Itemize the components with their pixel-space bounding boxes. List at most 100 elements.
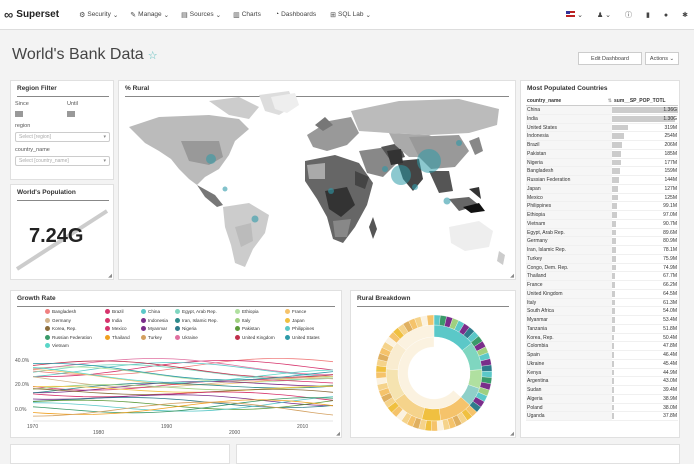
menu-sources[interactable]: ▤ Sources ⌄ xyxy=(181,11,221,19)
menu-label: Security xyxy=(87,11,111,18)
sunburst-core-arc[interactable] xyxy=(397,336,462,410)
edit-dashboard-button[interactable]: Edit Dashboard xyxy=(578,52,642,65)
legend-item[interactable]: Vietnam xyxy=(45,343,69,348)
legend-item[interactable]: Russian Federation xyxy=(45,334,92,340)
until-picker[interactable] xyxy=(67,111,75,117)
sunburst-outer-arc[interactable] xyxy=(431,420,438,432)
map-bubble xyxy=(417,149,441,173)
growth-rate-panel: Growth Rate Bangladesh Brazil China Egypt, … xyxy=(10,290,342,438)
chevron-down-icon: ⌄ xyxy=(163,11,170,19)
legend-item[interactable]: Italy xyxy=(235,317,251,323)
legend-item[interactable]: France xyxy=(285,309,306,314)
legend-dot-icon xyxy=(105,309,110,314)
region-select[interactable]: Select [region] ▾ xyxy=(15,132,110,142)
title-divider xyxy=(17,96,109,97)
value-bar xyxy=(612,264,616,271)
legend-item[interactable]: Thailand xyxy=(105,334,130,340)
map-bubble xyxy=(456,140,462,146)
legend-dot-icon xyxy=(235,334,240,340)
population-value: 1.36G xyxy=(663,107,677,113)
since-picker[interactable] xyxy=(15,111,23,117)
region-filter-title: Region Filter xyxy=(17,85,57,92)
legend-item[interactable]: Turkey xyxy=(141,334,162,340)
legend-item[interactable]: Ukraine xyxy=(175,334,198,340)
population-value: 74.9M xyxy=(663,264,677,271)
resize-handle-icon[interactable]: ◢ xyxy=(336,431,340,437)
resize-handle-icon[interactable]: ◢ xyxy=(108,273,112,279)
resize-handle-icon[interactable]: ◢ xyxy=(510,273,514,279)
legend-item[interactable]: Bangladesh xyxy=(45,309,76,314)
world-population-panel: World's Population 7.24G ◢ xyxy=(10,184,114,280)
legend-item[interactable]: Brazil xyxy=(105,309,124,314)
table-row: South Africa 54.0M xyxy=(526,307,678,316)
legend-item[interactable]: Egypt, Arab Rep. xyxy=(175,309,217,314)
legend-item[interactable]: Indonesia xyxy=(141,317,168,323)
legend-dot-icon xyxy=(235,317,240,323)
legend-item[interactable]: Japan xyxy=(285,317,305,323)
population-value: 80.9M xyxy=(663,238,677,245)
sunburst-outer-arc[interactable] xyxy=(481,371,493,378)
legend-item[interactable]: China xyxy=(141,309,160,314)
docs-icon[interactable]: ▮ xyxy=(646,12,650,19)
legend-item[interactable]: Mexico xyxy=(105,326,127,331)
table-row: Thailand 67.7M xyxy=(526,272,678,281)
resize-handle-icon[interactable]: ◢ xyxy=(510,431,514,437)
info-icon[interactable]: ⓘ xyxy=(625,12,633,19)
region-filter-panel: Region Filter Since Until region Select … xyxy=(10,80,114,180)
sunburst-outer-arc[interactable] xyxy=(426,314,434,326)
legend-dot-icon xyxy=(45,334,50,340)
menu-charts[interactable]: ▥ Charts xyxy=(233,11,263,19)
user-menu[interactable]: ♟ ⌄ xyxy=(596,12,612,19)
legend-label: Japan xyxy=(292,317,305,323)
legend-item[interactable]: United Kingdom xyxy=(235,334,275,340)
legend-dot-icon xyxy=(285,334,290,340)
table-row: Egypt, Arab Rep. 89.6M xyxy=(526,228,678,238)
menu-manage[interactable]: ✎ Manage ⌄ xyxy=(130,11,169,19)
value-bar xyxy=(612,404,614,411)
menu-security[interactable]: ⚙ Security ⌄ xyxy=(79,11,118,19)
x-tick: 1990 xyxy=(161,424,173,430)
sunburst-outer-arc[interactable] xyxy=(433,314,435,326)
menu-label: Dashboards xyxy=(281,11,317,18)
col-country-name[interactable]: country_name ⇅ xyxy=(526,97,612,105)
legend-item[interactable]: Iran, Islamic Rep. xyxy=(175,317,218,323)
population-value: 206M xyxy=(664,142,677,148)
country-cell: Turkey xyxy=(526,254,612,263)
favorite-star-icon[interactable]: ☆ xyxy=(147,49,158,62)
population-value: 50.4M xyxy=(663,334,677,341)
brand-name: Superset xyxy=(16,9,60,20)
brand[interactable]: ∞ Superset xyxy=(4,7,59,22)
legend-item[interactable]: Ethiopia xyxy=(235,309,259,314)
population-value: 43.0M xyxy=(663,378,677,385)
country-select[interactable]: Select [country_name] ▾ xyxy=(15,156,110,166)
country-placeholder: Select [country_name] xyxy=(19,158,69,164)
legend-label: Italy xyxy=(242,317,251,323)
country-cell: Ethiopia xyxy=(526,211,612,219)
github-icon[interactable]: ● xyxy=(663,11,669,19)
bug-icon[interactable]: ✱ xyxy=(682,12,688,19)
language-selector[interactable]: ⌄ xyxy=(566,11,583,19)
col-population[interactable]: sum__SP_POP_TOTL xyxy=(612,97,678,105)
map-bubble xyxy=(206,154,216,164)
chevron-down-icon: ⌄ xyxy=(215,11,222,19)
legend-item[interactable]: Nigeria xyxy=(175,326,197,331)
legend-item[interactable]: India xyxy=(105,317,122,323)
country-cell: Vietnam xyxy=(526,219,612,228)
series-line xyxy=(32,399,334,410)
legend-item[interactable]: United States xyxy=(285,334,320,340)
population-cell: 74.9M xyxy=(612,264,678,272)
legend-item[interactable]: Korea, Rep. xyxy=(45,326,77,331)
menu-sql-lab[interactable]: ⊞ SQL Lab ⌄ xyxy=(330,11,371,19)
legend-item[interactable]: Myanmar xyxy=(141,326,167,331)
trend-line xyxy=(15,209,109,271)
population-cell: 39.4M xyxy=(612,386,678,394)
value-bar xyxy=(612,133,625,139)
legend-item[interactable]: Philippines xyxy=(285,326,314,331)
legend-item[interactable]: Germany xyxy=(45,317,71,323)
legend-item[interactable]: Pakistan xyxy=(235,326,260,331)
sunburst-inner-arc[interactable] xyxy=(421,407,441,422)
actions-button[interactable]: Actions ⌄ xyxy=(645,52,679,65)
sunburst-outer-arc[interactable] xyxy=(375,371,387,379)
growth-rate-title: Growth Rate xyxy=(17,295,56,302)
menu-dashboards[interactable]: ◔ Dashboards xyxy=(275,11,318,19)
